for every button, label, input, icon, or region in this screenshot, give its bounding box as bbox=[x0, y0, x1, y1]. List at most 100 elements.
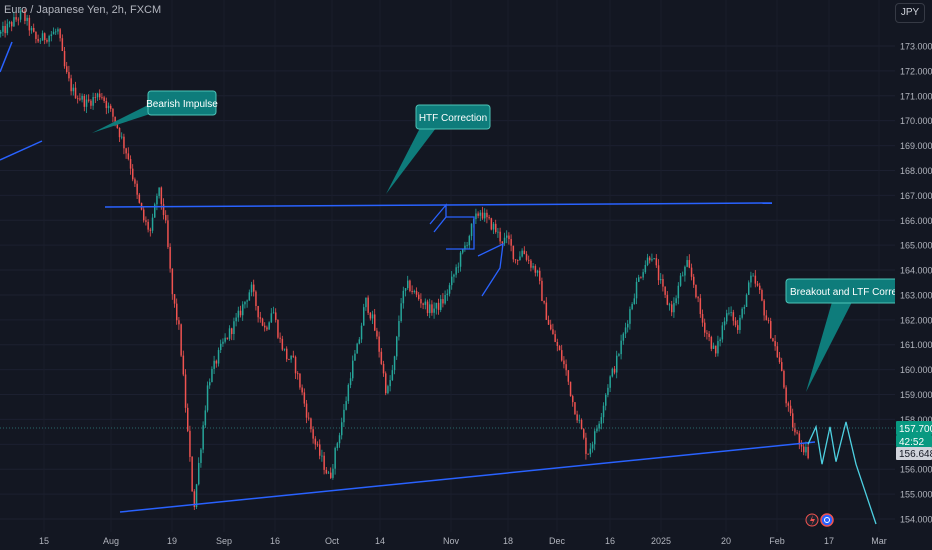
candle-body bbox=[17, 19, 20, 21]
drawings[interactable] bbox=[0, 41, 895, 525]
candle-body bbox=[217, 350, 220, 364]
candle-body bbox=[596, 428, 598, 432]
candle-body bbox=[0, 31, 2, 34]
candle-body bbox=[435, 302, 438, 309]
candle-body bbox=[354, 353, 356, 361]
candle-body bbox=[244, 301, 246, 305]
candle-body bbox=[145, 220, 147, 222]
candle-body bbox=[136, 183, 138, 195]
candle-body bbox=[220, 343, 222, 351]
candle-body bbox=[211, 368, 213, 383]
candle-body bbox=[552, 329, 554, 335]
time-tick-label: Nov bbox=[443, 536, 460, 546]
candle-body bbox=[268, 322, 270, 330]
candle-body bbox=[697, 297, 699, 299]
candle-body bbox=[413, 291, 416, 293]
lightning-icon[interactable] bbox=[805, 513, 819, 527]
candle-body bbox=[642, 272, 644, 278]
candle-body bbox=[303, 392, 306, 404]
htf-resistance-line[interactable] bbox=[104, 202, 773, 208]
candle-body bbox=[41, 33, 44, 41]
candle-body bbox=[580, 419, 583, 430]
callout-htf-correction[interactable]: HTF Correction bbox=[386, 104, 491, 194]
candle-body bbox=[600, 417, 603, 424]
candle-body bbox=[107, 105, 110, 109]
candle-body bbox=[611, 368, 614, 377]
time-tick-label: 16 bbox=[270, 536, 280, 546]
support-trendline[interactable] bbox=[119, 441, 816, 513]
candle-body bbox=[402, 290, 405, 304]
candle-body bbox=[759, 285, 761, 291]
price-tick-label: 170.000 bbox=[900, 116, 932, 126]
candle-body bbox=[255, 291, 257, 307]
candle-body bbox=[189, 430, 191, 457]
candle-body bbox=[444, 294, 446, 304]
candle-body bbox=[59, 29, 61, 39]
candle-body bbox=[277, 319, 279, 338]
candle-body bbox=[160, 187, 163, 205]
candle-body bbox=[462, 249, 464, 253]
candle-body bbox=[752, 275, 754, 277]
candle-body bbox=[30, 27, 33, 31]
candle-body bbox=[11, 22, 13, 27]
candle-body bbox=[536, 270, 539, 273]
candle-body bbox=[730, 312, 732, 314]
time-tick-label: Feb bbox=[769, 536, 785, 546]
correction-channel[interactable] bbox=[477, 242, 504, 297]
candle-body bbox=[668, 304, 671, 306]
candle-body bbox=[710, 337, 713, 349]
candle-body bbox=[233, 321, 235, 335]
candle-body bbox=[778, 357, 781, 363]
impulse-trendline-top[interactable] bbox=[0, 41, 13, 73]
callouts[interactable]: Bearish Impulse HTF Correction Breakout … bbox=[92, 90, 918, 392]
candle-body bbox=[325, 469, 328, 474]
flag-icon[interactable] bbox=[820, 513, 834, 527]
candle-body bbox=[380, 351, 383, 364]
candle-body bbox=[662, 279, 664, 287]
candle-body bbox=[206, 385, 209, 411]
candle-body bbox=[327, 472, 330, 474]
price-tick-label: 165.000 bbox=[900, 241, 932, 251]
callout-bearish-impulse[interactable]: Bearish Impulse bbox=[92, 90, 218, 133]
axis-event-icons[interactable] bbox=[805, 513, 834, 527]
callout-label: HTF Correction bbox=[419, 113, 487, 124]
candle-body bbox=[446, 293, 449, 295]
candle-body bbox=[382, 363, 385, 374]
projection-path[interactable] bbox=[807, 421, 877, 525]
candle-body bbox=[26, 17, 28, 21]
candle-body bbox=[699, 298, 702, 314]
callout-breakout[interactable]: Breakout and LTF Correction bbox=[785, 278, 918, 392]
candle-body bbox=[182, 355, 185, 375]
candle-body bbox=[261, 318, 264, 326]
candle-body bbox=[591, 444, 594, 449]
candle-body bbox=[129, 159, 132, 169]
candle-body bbox=[356, 343, 358, 354]
candle-body bbox=[57, 29, 59, 32]
candle-body bbox=[629, 309, 631, 324]
candle-body bbox=[701, 313, 704, 323]
candle-body bbox=[488, 217, 490, 219]
price-tick-label: 168.000 bbox=[900, 166, 932, 176]
candle-body bbox=[281, 338, 284, 350]
candle-body bbox=[226, 337, 229, 339]
candle-body bbox=[35, 31, 37, 39]
impulse-trendline[interactable] bbox=[0, 140, 43, 161]
candle-body bbox=[451, 276, 453, 286]
correction-rectangle[interactable] bbox=[446, 216, 475, 250]
candle-body bbox=[477, 213, 479, 216]
candle-body bbox=[765, 315, 768, 321]
candle-body bbox=[334, 448, 336, 469]
correction-pattern-1[interactable] bbox=[429, 203, 447, 233]
candle-body bbox=[490, 218, 493, 230]
currency-badge[interactable]: JPY bbox=[895, 3, 925, 23]
candle-body bbox=[666, 294, 669, 305]
time-axis[interactable]: 15 Aug 19 Sep 16 Oct 14 Nov 18 Dec 16 2025 20 Feb 17 Ma… bbox=[0, 532, 932, 550]
candle-body bbox=[787, 403, 790, 406]
candle-body bbox=[79, 98, 81, 100]
candle-body bbox=[545, 302, 548, 320]
candle-body bbox=[389, 380, 391, 387]
candle-body bbox=[363, 307, 365, 326]
candle-body bbox=[510, 239, 512, 246]
price-axis[interactable]: 154.000155.000156.000157.000158.000159.0… bbox=[895, 0, 932, 550]
